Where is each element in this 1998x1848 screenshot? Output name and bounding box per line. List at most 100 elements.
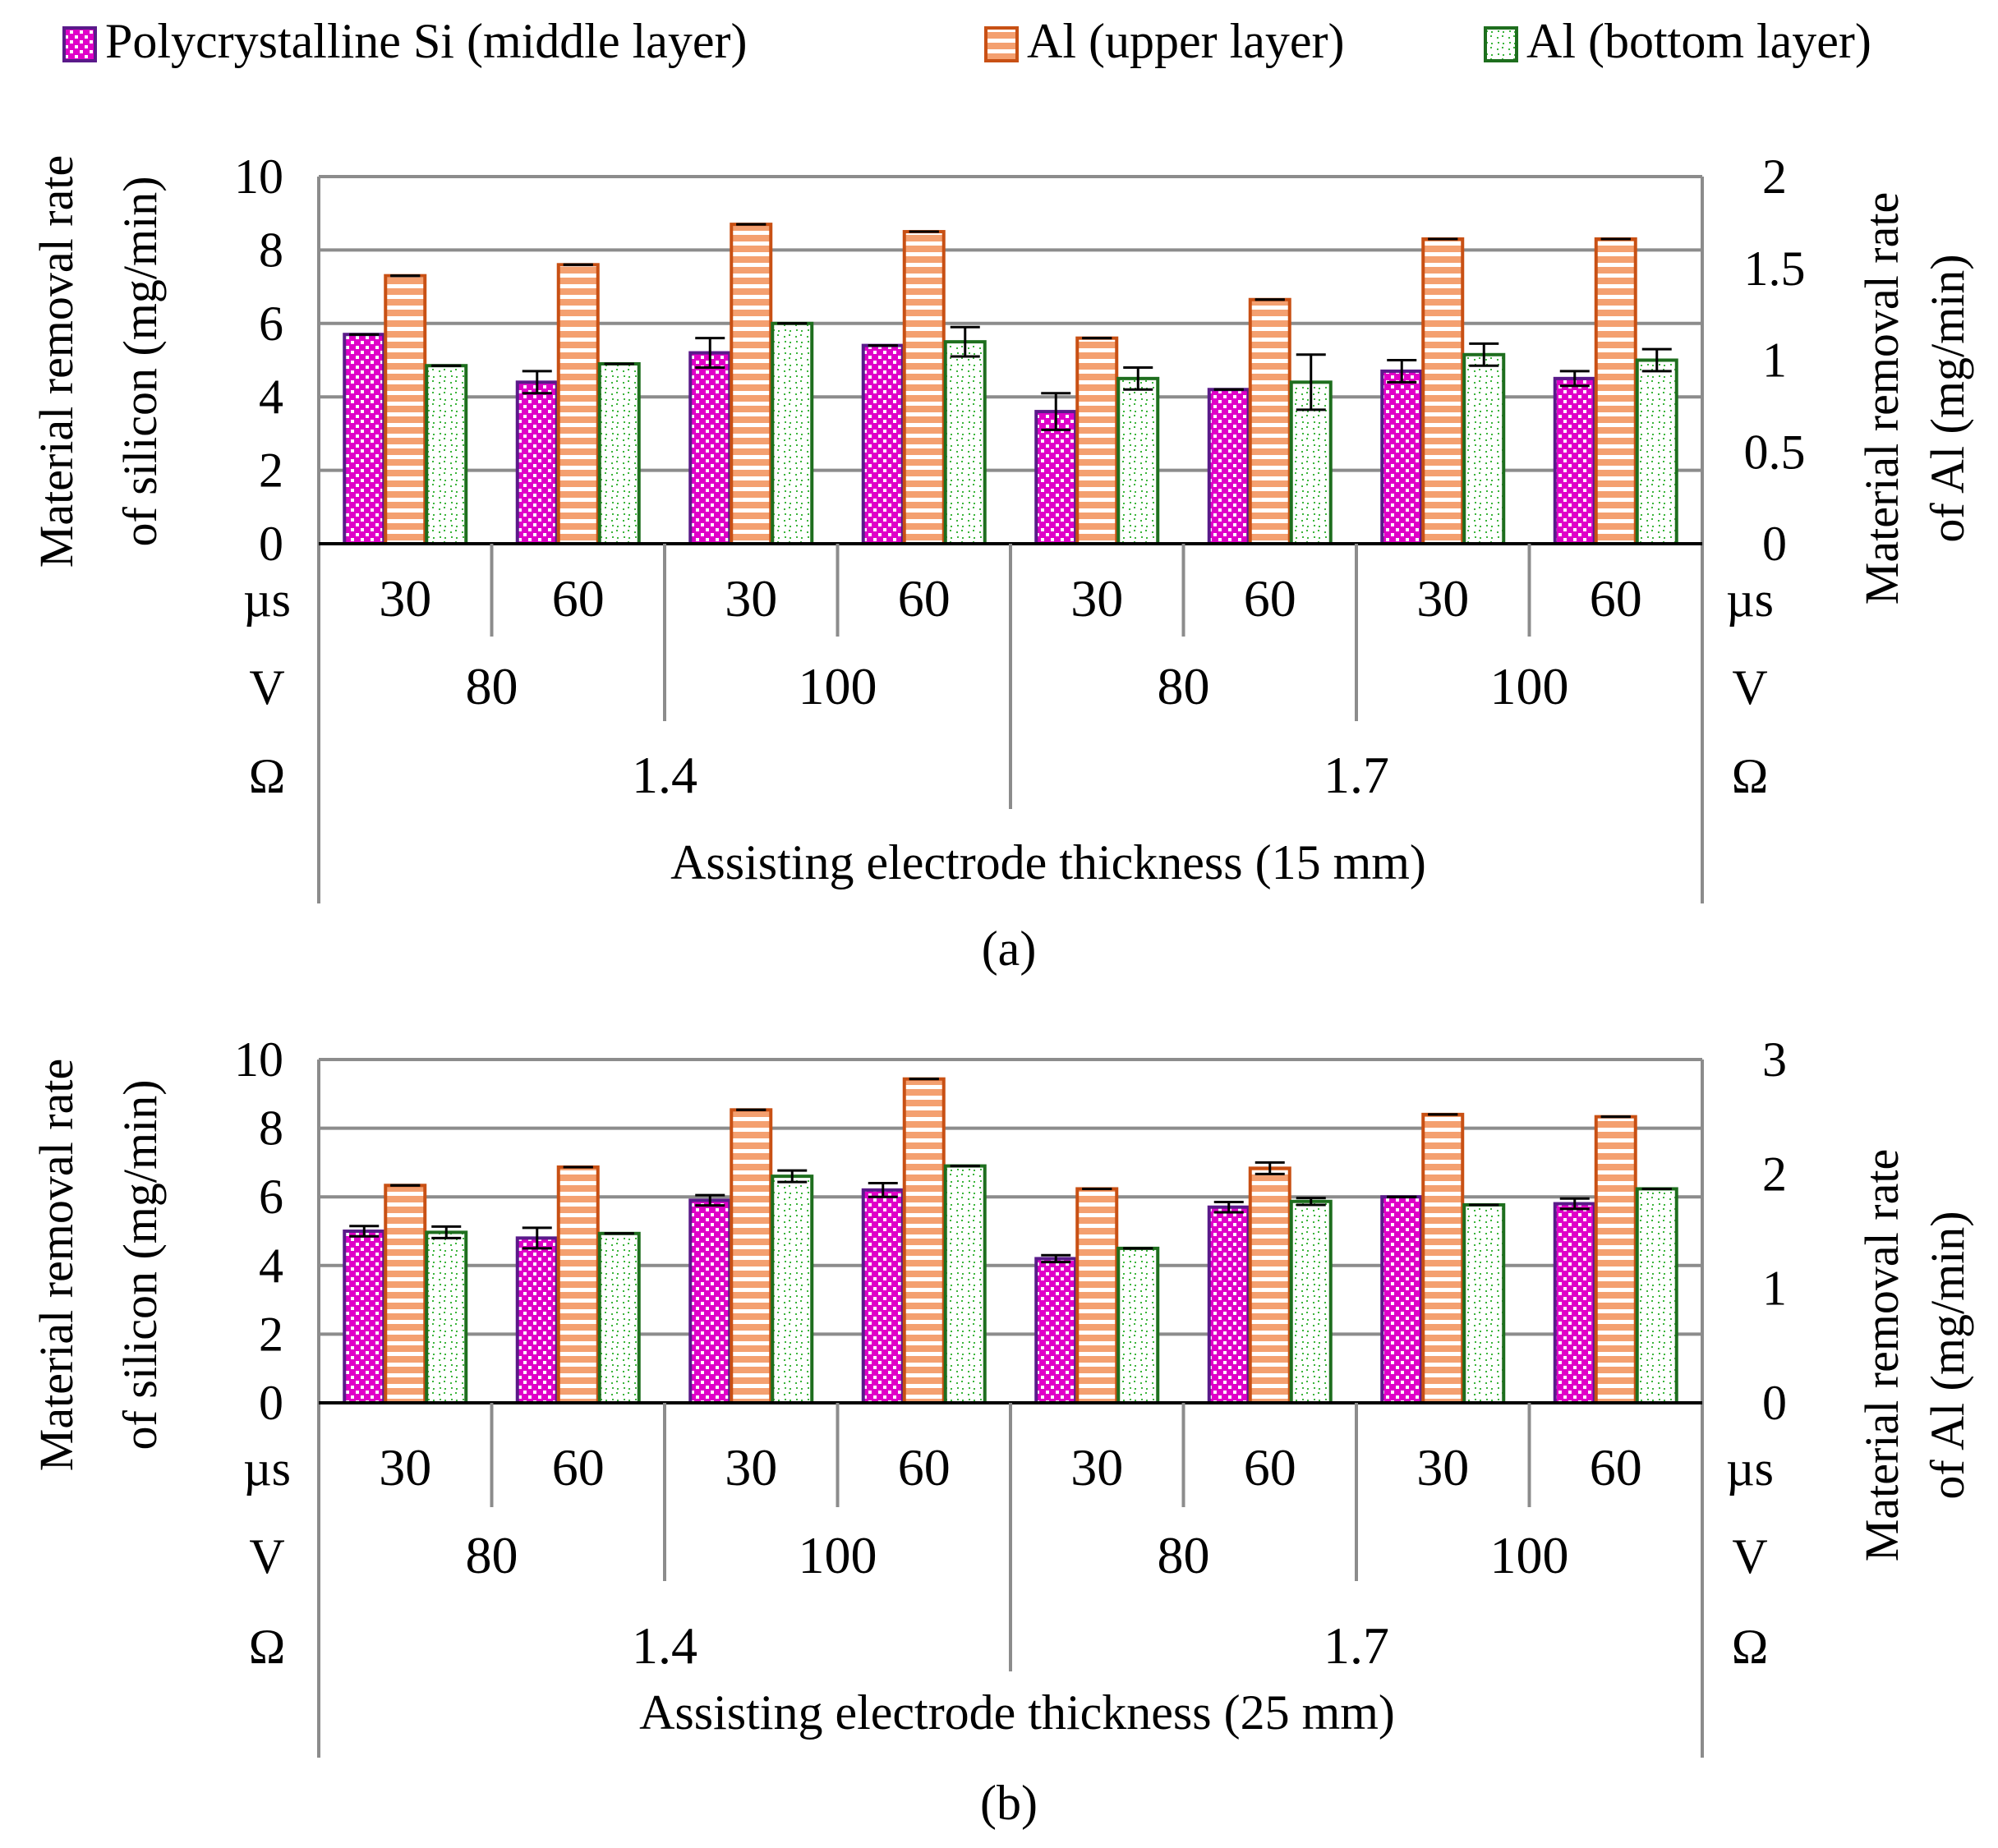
bar-si bbox=[861, 1188, 905, 1404]
bar-al-bottom bbox=[771, 1175, 814, 1404]
panel-caption: (a) bbox=[982, 922, 1037, 976]
voltage-label: 100 bbox=[1490, 657, 1569, 715]
bar-al-upper bbox=[902, 1077, 946, 1404]
pulse-label: 60 bbox=[552, 1438, 605, 1496]
voltage-label: 80 bbox=[466, 657, 518, 715]
panel-b: 0 2 4 6 8 10 0 1 2 3 Material removal rate of si… bbox=[30, 1032, 1974, 1830]
pulse-label: 60 bbox=[898, 1438, 951, 1496]
left-y-ticks: 0 2 4 6 8 10 bbox=[234, 1032, 283, 1430]
bar-si bbox=[688, 351, 732, 545]
bar-al-upper bbox=[1075, 336, 1119, 545]
row-unit-voltage-left: V bbox=[249, 1529, 284, 1584]
voltage-label: 100 bbox=[1490, 1526, 1569, 1584]
bar-al-upper bbox=[556, 1165, 600, 1405]
resistance-label: 1.7 bbox=[1324, 746, 1389, 804]
right-y-tick-label: 1 bbox=[1762, 1262, 1787, 1316]
right-y-tick-label: 1.5 bbox=[1744, 241, 1806, 296]
right-y-tick-label: 0.5 bbox=[1744, 425, 1806, 479]
left-y-tick-label: 0 bbox=[259, 517, 283, 571]
right-y-tick-label: 1 bbox=[1762, 333, 1787, 388]
bar-al-upper bbox=[902, 230, 946, 545]
right-y-label-line1: Material removal rate bbox=[1855, 192, 1908, 605]
pulse-label: 60 bbox=[1590, 1438, 1642, 1496]
right-y-tick-label: 2 bbox=[1762, 149, 1787, 204]
right-y-label-line1: Material removal rate bbox=[1855, 1149, 1908, 1561]
bar-al-upper bbox=[1075, 1187, 1119, 1404]
bar-al-bottom bbox=[943, 1164, 987, 1404]
legend: Polycrystalline Si (middle layer) Al (up… bbox=[62, 14, 1871, 68]
right-y-tick-label: 2 bbox=[1762, 1147, 1787, 1201]
x-axis-title: Assisting electrode thickness (15 mm) bbox=[670, 835, 1426, 890]
legend-label-si: Polycrystalline Si (middle layer) bbox=[105, 14, 748, 68]
right-y-ticks: 0 0.5 1 1.5 2 bbox=[1744, 149, 1806, 571]
row-unit-pulse-left: µs bbox=[243, 1441, 291, 1496]
pulse-label: 60 bbox=[1244, 1438, 1296, 1496]
bar-al-bottom bbox=[1116, 1246, 1160, 1405]
pulse-label: 30 bbox=[1416, 1438, 1469, 1496]
bar-si bbox=[1034, 410, 1078, 545]
bar-al-bottom bbox=[1289, 1199, 1333, 1404]
resistance-label: 1.7 bbox=[1324, 1616, 1389, 1675]
right-y-tick-label: 0 bbox=[1762, 1376, 1787, 1430]
resistance-label: 1.4 bbox=[632, 746, 697, 804]
bar-al-upper bbox=[1421, 237, 1465, 545]
bar-al-bottom bbox=[771, 321, 814, 545]
legend-label-al-bottom: Al (bottom layer) bbox=[1526, 14, 1871, 68]
left-y-label-line1: Material removal rate bbox=[30, 155, 83, 568]
bar-al-bottom bbox=[1635, 1187, 1678, 1404]
row-unit-voltage-left: V bbox=[249, 660, 284, 715]
bar-si bbox=[1553, 1202, 1596, 1405]
bar-al-upper bbox=[730, 223, 773, 545]
bar-al-upper bbox=[384, 1184, 427, 1405]
row-unit-resistance-left: Ω bbox=[249, 1620, 286, 1674]
bar-al-bottom bbox=[597, 361, 641, 545]
row-unit-pulse-left: µs bbox=[243, 572, 291, 627]
voltage-label: 80 bbox=[1158, 657, 1210, 715]
bar-al-bottom bbox=[1462, 352, 1506, 546]
left-y-tick-label: 6 bbox=[259, 1170, 283, 1224]
series-al-upper bbox=[384, 1077, 1637, 1405]
legend-swatch-al-upper bbox=[984, 26, 1019, 62]
legend-swatch-si bbox=[62, 26, 97, 62]
legend-swatch-al-bottom bbox=[1484, 26, 1518, 62]
bar-si bbox=[1380, 1195, 1424, 1404]
pulse-label: 30 bbox=[1070, 569, 1123, 627]
bar-si bbox=[1553, 376, 1596, 545]
pulse-label: 30 bbox=[379, 1438, 431, 1496]
axis-lines bbox=[317, 175, 1704, 903]
left-y-tick-label: 8 bbox=[259, 1101, 283, 1156]
series-al-bottom bbox=[425, 321, 1678, 546]
resistance-label: 1.4 bbox=[632, 1616, 697, 1675]
pulse-label: 60 bbox=[898, 569, 951, 627]
series-si bbox=[343, 1181, 1596, 1405]
bar-al-upper bbox=[730, 1108, 773, 1404]
bar-si bbox=[1207, 388, 1250, 546]
pulse-label: 30 bbox=[379, 569, 431, 627]
row-unit-pulse-right: µs bbox=[1726, 572, 1774, 627]
bar-si bbox=[861, 343, 905, 545]
x-axis-title: Assisting electrode thickness (25 mm) bbox=[639, 1685, 1395, 1740]
voltage-label: 80 bbox=[1158, 1526, 1210, 1584]
bar-al-bottom bbox=[425, 1230, 468, 1404]
left-y-tick-label: 0 bbox=[259, 1376, 283, 1430]
series-al-upper bbox=[384, 223, 1637, 545]
bar-al-upper bbox=[1594, 1115, 1637, 1404]
right-y-label-line2: of Al (mg/min) bbox=[1921, 1211, 1974, 1499]
bar-si bbox=[688, 1198, 732, 1404]
bar-si bbox=[1034, 1257, 1078, 1404]
left-y-tick-label: 4 bbox=[259, 370, 283, 424]
right-y-label-line2: of Al (mg/min) bbox=[1921, 254, 1974, 542]
bar-si bbox=[343, 333, 386, 545]
bar-al-upper bbox=[384, 274, 427, 545]
legend-label-al-upper: Al (upper layer) bbox=[1027, 14, 1344, 68]
bar-al-bottom bbox=[1116, 376, 1160, 545]
pulse-label: 30 bbox=[725, 569, 777, 627]
bar-al-upper bbox=[1594, 237, 1637, 545]
bar-al-bottom bbox=[1635, 358, 1678, 545]
pulse-label: 60 bbox=[552, 569, 605, 627]
pulse-label: 60 bbox=[1590, 569, 1642, 627]
pulse-label: 30 bbox=[1416, 569, 1469, 627]
left-y-tick-label: 6 bbox=[259, 297, 283, 351]
